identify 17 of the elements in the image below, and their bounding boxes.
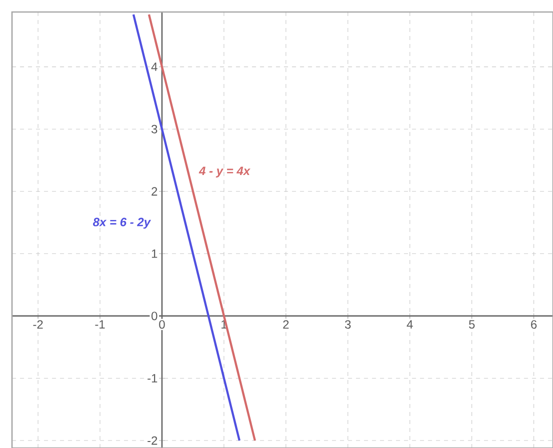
x-tick-label: 6 bbox=[531, 320, 537, 329]
y-tick-label: 4 bbox=[151, 62, 158, 71]
x-tick-label: 0 bbox=[159, 320, 165, 329]
y-tick-label: -2 bbox=[148, 436, 158, 445]
y-tick-label: 2 bbox=[152, 187, 158, 196]
x-tick-label: 2 bbox=[283, 320, 289, 329]
y-tick-label: 3 bbox=[151, 124, 158, 134]
y-tick-label: 1 bbox=[152, 250, 158, 258]
text: 8x = 6 - 2y bbox=[93, 218, 152, 229]
x-tick-label: 3 bbox=[345, 320, 351, 329]
y-tick-label: -1 bbox=[148, 374, 158, 382]
x-tick-label: -1 bbox=[95, 320, 105, 328]
x-tick-label: -2 bbox=[33, 320, 43, 329]
series-label: 4 - y = 4x bbox=[198, 166, 250, 178]
x-tick-label: 5 bbox=[468, 320, 475, 329]
y-tick-label: 0 bbox=[151, 312, 158, 320]
x-tick-label: 4 bbox=[406, 320, 413, 328]
